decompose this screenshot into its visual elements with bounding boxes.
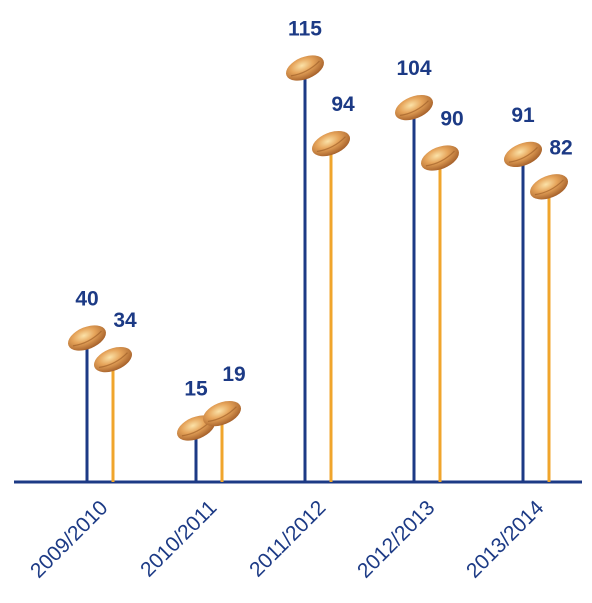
grain-body: [68, 325, 106, 351]
grain-crease: [425, 150, 455, 167]
grain-crease: [98, 352, 128, 369]
grain: [504, 141, 542, 168]
value-label: 34: [113, 309, 137, 332]
grain-crease: [316, 136, 346, 153]
grain: [286, 55, 324, 81]
grain-crease: [399, 100, 429, 117]
grain: [68, 325, 106, 351]
x-tick-label: 2009/2010: [26, 496, 112, 582]
grain-body: [421, 145, 459, 171]
grain-body: [286, 55, 324, 81]
value-label: 91: [511, 104, 535, 127]
grain-crease: [534, 179, 564, 196]
grain: [94, 346, 132, 373]
value-label: 115: [288, 18, 322, 41]
value-label: 94: [331, 93, 355, 116]
grain-crease: [290, 60, 320, 77]
value-label: 40: [75, 288, 98, 311]
x-tick-label: 2013/2014: [462, 496, 549, 583]
grain: [395, 94, 433, 121]
grain-body: [504, 141, 542, 168]
grain-crease: [207, 406, 237, 423]
value-label: 19: [222, 363, 245, 386]
grain: [203, 400, 241, 427]
value-label: 90: [440, 108, 463, 131]
grain: [530, 174, 568, 200]
grain: [421, 145, 459, 171]
x-tick-label: 2011/2012: [245, 496, 330, 581]
value-label: 104: [396, 57, 431, 80]
grain-body: [203, 400, 241, 427]
grain-crease: [72, 330, 102, 347]
grain-body: [395, 94, 433, 121]
grain: [312, 130, 350, 157]
grain-body: [94, 346, 132, 373]
value-label: 82: [549, 136, 572, 159]
grain-body: [312, 130, 350, 157]
value-label: 15: [184, 378, 208, 401]
x-tick-label: 2012/2013: [353, 496, 439, 582]
grain-crease: [508, 147, 538, 163]
grain-body: [530, 174, 568, 200]
x-tick-label: 2010/2011: [136, 496, 221, 581]
